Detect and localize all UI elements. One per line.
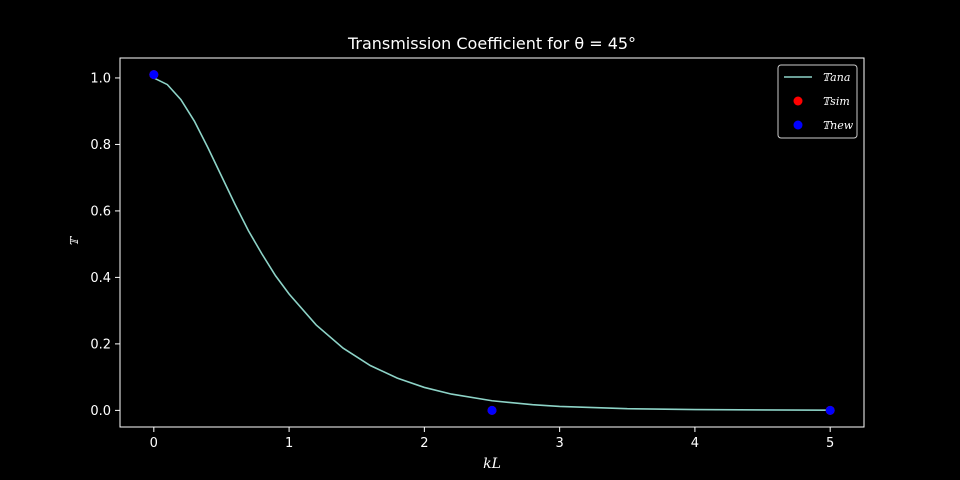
y-tick-label: 0.8 (90, 138, 111, 153)
chart-title: Transmission Coefficient for θ = 45° (347, 34, 636, 53)
x-tick-label: 1 (285, 436, 293, 451)
ticks-layer: 0 1 2 3 4 5 0.0 0.2 0.4 0.6 0.8 1.0 (90, 71, 834, 451)
legend-entry-label: 𝕋ana (822, 71, 850, 84)
plot-area-frame (119, 57, 865, 428)
legend-entry-label: 𝕋new (822, 119, 854, 132)
series-2-point (487, 405, 497, 415)
y-tick-label: 0.0 (90, 404, 111, 419)
x-axis-label: kL (483, 456, 501, 472)
series-2-point (149, 70, 159, 80)
x-tick-label: 0 (150, 436, 158, 451)
x-tick-label: 2 (420, 436, 428, 451)
y-tick-label: 1.0 (90, 71, 111, 86)
y-tick-label: 0.4 (90, 271, 111, 286)
y-tick-label: 0.2 (90, 337, 111, 352)
x-tick-label: 5 (826, 436, 834, 451)
x-tick-label: 3 (555, 436, 563, 451)
legend-dot-marker (793, 120, 803, 130)
y-tick-label: 0.6 (90, 204, 111, 219)
series-line-0 (153, 77, 831, 411)
series-2-point (825, 405, 835, 415)
legend-dot-marker (793, 96, 803, 106)
data-layer (149, 70, 835, 415)
legend-box (777, 64, 858, 139)
legend: 𝕋ana 𝕋sim 𝕋new (777, 64, 858, 139)
y-axis-label: 𝕋 (68, 235, 81, 246)
legend-entry-label: 𝕋sim (822, 95, 850, 108)
x-tick-label: 4 (691, 436, 699, 451)
